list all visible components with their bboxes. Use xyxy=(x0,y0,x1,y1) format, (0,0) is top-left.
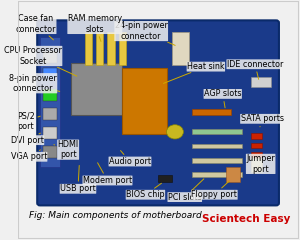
Bar xyxy=(192,172,242,177)
Text: Fig: Main components of motherboard: Fig: Main components of motherboard xyxy=(29,211,202,220)
Text: PS/2
port: PS/2 port xyxy=(17,112,40,131)
Text: 8-pin power
connector: 8-pin power connector xyxy=(9,73,60,93)
Text: Scientech Easy: Scientech Easy xyxy=(202,214,290,224)
Bar xyxy=(251,77,271,87)
Bar xyxy=(107,32,115,66)
Bar xyxy=(251,152,262,158)
Text: RAM memory
slots: RAM memory slots xyxy=(68,14,122,42)
Bar xyxy=(43,146,57,158)
Bar xyxy=(119,32,126,66)
Text: USB port: USB port xyxy=(60,165,96,193)
Text: BIOS chip: BIOS chip xyxy=(126,183,165,199)
Bar xyxy=(43,51,57,63)
Text: AGP slots: AGP slots xyxy=(204,90,242,108)
Bar xyxy=(85,32,92,66)
Bar xyxy=(43,68,57,80)
Text: PCI slots: PCI slots xyxy=(168,179,204,202)
Text: SATA ports: SATA ports xyxy=(241,114,284,127)
Bar xyxy=(158,174,172,182)
Bar xyxy=(192,109,231,115)
Bar xyxy=(172,32,189,66)
Bar xyxy=(40,37,60,168)
Bar xyxy=(251,133,262,139)
Text: Heat sink: Heat sink xyxy=(164,62,225,83)
Text: DVI port: DVI port xyxy=(11,133,44,145)
Bar xyxy=(96,32,103,66)
FancyBboxPatch shape xyxy=(37,20,279,205)
Bar xyxy=(192,130,242,134)
Bar xyxy=(251,143,262,149)
Text: Jumper
port: Jumper port xyxy=(246,154,275,174)
Bar xyxy=(251,162,262,168)
Text: Modem port: Modem port xyxy=(83,163,132,185)
Bar xyxy=(226,168,240,182)
Bar xyxy=(192,144,242,149)
Text: CPU Processor
Socket: CPU Processor Socket xyxy=(4,46,77,76)
Text: Case fan
connector: Case fan connector xyxy=(16,14,56,40)
Text: IDE connector: IDE connector xyxy=(227,60,283,79)
Bar xyxy=(251,158,262,172)
Text: Audio port: Audio port xyxy=(109,150,151,166)
Text: 24-pin power
connector: 24-pin power connector xyxy=(115,21,175,45)
Bar xyxy=(43,89,57,101)
Bar xyxy=(71,63,122,115)
Bar xyxy=(43,108,57,120)
Bar xyxy=(43,127,57,139)
Bar xyxy=(122,68,167,134)
Text: VGA port: VGA port xyxy=(11,150,47,161)
Text: Floppy port: Floppy port xyxy=(191,181,237,199)
Circle shape xyxy=(167,125,183,139)
Bar xyxy=(192,158,242,163)
Text: HDMI
port: HDMI port xyxy=(54,140,79,159)
